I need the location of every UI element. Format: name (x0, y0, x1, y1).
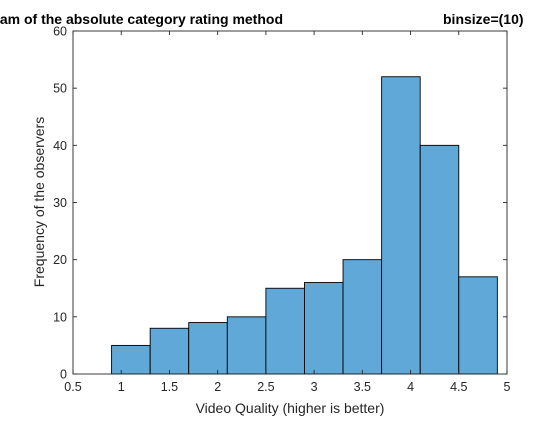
x-tick-label: 5 (504, 380, 511, 394)
y-tick-label: 20 (53, 253, 67, 267)
histogram-bar-6 (304, 282, 344, 375)
histogram-bar-8 (381, 76, 421, 375)
y-tick-label: 60 (53, 25, 67, 39)
y-tick-label: 50 (53, 82, 67, 96)
x-axis-label: Video Quality (higher is better) (196, 400, 385, 416)
histogram-bar-7 (342, 259, 383, 375)
y-tick-label: 40 (53, 139, 67, 153)
histogram-bar-1 (111, 344, 151, 375)
x-tick-label: 0.5 (64, 380, 81, 394)
x-tick-label: 2 (214, 380, 221, 394)
chart-title-binsize: binsize=(10) (443, 11, 524, 27)
chart-title: Histogram of the absolute category ratin… (0, 11, 283, 27)
x-tick-label: 3 (311, 380, 318, 394)
histogram-bar-4 (226, 316, 267, 375)
histogram-bar-10 (458, 276, 498, 375)
x-tick-label: 4.5 (450, 380, 467, 394)
x-tick-label: 3.5 (354, 380, 371, 394)
x-tick-label: 2.5 (257, 380, 274, 394)
bars-layer (111, 76, 498, 375)
y-tick-label: 0 (60, 368, 67, 382)
histogram-bar-5 (265, 287, 305, 375)
histogram-bar-9 (419, 144, 460, 375)
histogram-bar-2 (149, 327, 190, 375)
y-axis-label: Frequency of the observers (31, 117, 47, 287)
y-tick-label: 30 (53, 196, 67, 210)
x-tick-label: 4 (407, 380, 414, 394)
x-tick-label: 1 (118, 380, 125, 394)
histogram-bar-3 (188, 322, 228, 375)
x-tick-label: 1.5 (161, 380, 178, 394)
y-tick-label: 10 (53, 310, 67, 324)
